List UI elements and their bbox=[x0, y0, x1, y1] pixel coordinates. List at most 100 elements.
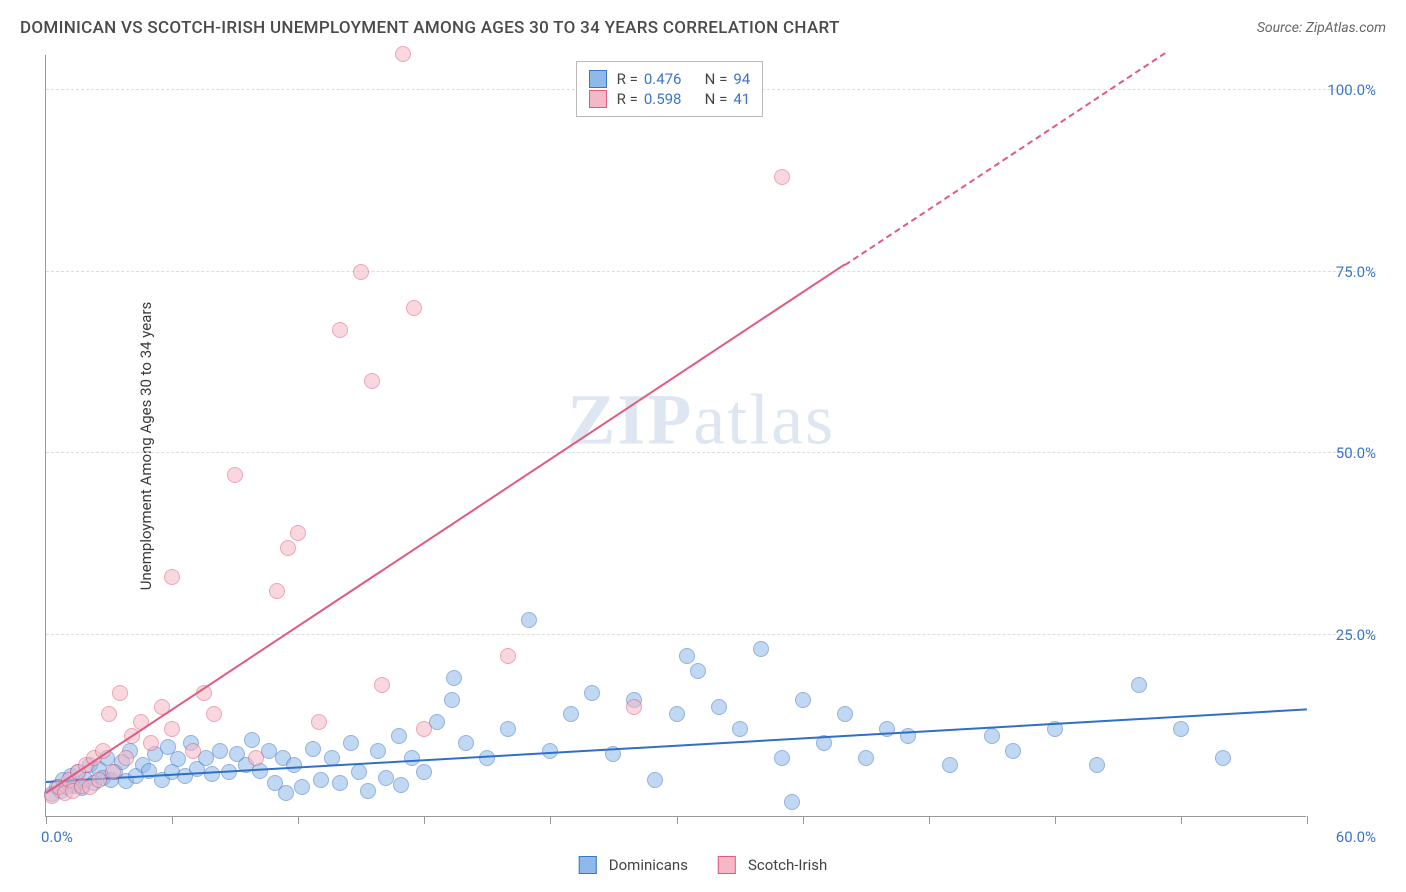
legend-item-dominicans: Dominicans bbox=[579, 856, 688, 874]
data-point bbox=[395, 46, 411, 62]
data-point bbox=[647, 772, 663, 788]
scotch-irish-swatch bbox=[718, 856, 736, 874]
legend-swatch bbox=[589, 90, 607, 108]
dominicans-swatch bbox=[579, 856, 597, 874]
data-point bbox=[500, 721, 516, 737]
x-max-label: 60.0% bbox=[1336, 828, 1376, 846]
data-point bbox=[393, 777, 409, 793]
data-point bbox=[774, 169, 790, 185]
n-label: N = bbox=[705, 70, 728, 88]
x-tick bbox=[46, 816, 47, 824]
gridline bbox=[46, 271, 1376, 272]
data-point bbox=[391, 728, 407, 744]
data-point bbox=[244, 732, 260, 748]
legend-item-scotch-irish: Scotch-Irish bbox=[718, 856, 827, 874]
data-point bbox=[370, 743, 386, 759]
data-point bbox=[280, 540, 296, 556]
x-tick bbox=[1055, 816, 1056, 824]
x-tick bbox=[1181, 816, 1182, 824]
data-point bbox=[290, 525, 306, 541]
gridline bbox=[46, 634, 1376, 635]
x-tick bbox=[677, 816, 678, 824]
data-point bbox=[143, 735, 159, 751]
data-point bbox=[118, 750, 134, 766]
r-label: R = bbox=[617, 90, 638, 108]
correlation-legend: R = 0.476 N = 94R = 0.598 N = 41 bbox=[576, 61, 764, 117]
data-point bbox=[563, 706, 579, 722]
bottom-legend: Dominicans Scotch-Irish bbox=[579, 856, 827, 874]
r-label: R = bbox=[617, 70, 638, 88]
data-point bbox=[286, 757, 302, 773]
data-point bbox=[416, 764, 432, 780]
data-point bbox=[795, 692, 811, 708]
data-point bbox=[204, 766, 220, 782]
data-point bbox=[105, 764, 121, 780]
data-point bbox=[227, 467, 243, 483]
legend-row: R = 0.476 N = 94 bbox=[589, 70, 751, 88]
data-point bbox=[248, 750, 264, 766]
legend-swatch bbox=[589, 70, 607, 88]
data-point bbox=[446, 670, 462, 686]
data-point bbox=[305, 741, 321, 757]
y-tick-label: 25.0% bbox=[1316, 626, 1376, 644]
chart-title: DOMINICAN VS SCOTCH-IRISH UNEMPLOYMENT A… bbox=[20, 18, 840, 38]
data-point bbox=[584, 685, 600, 701]
data-point bbox=[112, 685, 128, 701]
y-tick-label: 100.0% bbox=[1316, 81, 1376, 99]
legend-label: Scotch-Irish bbox=[748, 856, 827, 874]
data-point bbox=[626, 699, 642, 715]
data-point bbox=[444, 692, 460, 708]
data-point bbox=[1089, 757, 1105, 773]
r-value: 0.598 bbox=[644, 90, 682, 108]
x-tick bbox=[172, 816, 173, 824]
data-point bbox=[164, 721, 180, 737]
data-point bbox=[784, 794, 800, 810]
data-point bbox=[332, 775, 348, 791]
data-point bbox=[858, 750, 874, 766]
legend-row: R = 0.598 N = 41 bbox=[589, 90, 751, 108]
x-tick bbox=[424, 816, 425, 824]
data-point bbox=[294, 779, 310, 795]
data-point bbox=[353, 264, 369, 280]
data-point bbox=[942, 757, 958, 773]
scatter-chart: ZIPatlas 25.0%50.0%75.0%100.0%0.0%60.0%R… bbox=[45, 55, 1306, 817]
data-point bbox=[332, 322, 348, 338]
x-tick bbox=[929, 816, 930, 824]
x-tick bbox=[1307, 816, 1308, 824]
data-point bbox=[164, 569, 180, 585]
data-point bbox=[343, 735, 359, 751]
data-point bbox=[753, 641, 769, 657]
x-min-label: 0.0% bbox=[41, 828, 73, 846]
data-point bbox=[669, 706, 685, 722]
x-tick bbox=[803, 816, 804, 824]
data-point bbox=[206, 706, 222, 722]
data-point bbox=[101, 706, 117, 722]
data-point bbox=[774, 750, 790, 766]
data-point bbox=[364, 373, 380, 389]
data-point bbox=[313, 772, 329, 788]
data-point bbox=[374, 677, 390, 693]
data-point bbox=[732, 721, 748, 737]
data-point bbox=[711, 699, 727, 715]
trend-line bbox=[45, 264, 845, 794]
data-point bbox=[837, 706, 853, 722]
data-point bbox=[984, 728, 1000, 744]
data-point bbox=[212, 743, 228, 759]
y-tick-label: 75.0% bbox=[1316, 263, 1376, 281]
data-point bbox=[185, 743, 201, 759]
y-tick-label: 50.0% bbox=[1316, 444, 1376, 462]
data-point bbox=[521, 612, 537, 628]
data-point bbox=[1215, 750, 1231, 766]
source-attribution: Source: ZipAtlas.com bbox=[1257, 20, 1386, 36]
x-tick bbox=[298, 816, 299, 824]
data-point bbox=[406, 300, 422, 316]
data-point bbox=[404, 750, 420, 766]
gridline bbox=[46, 452, 1376, 453]
data-point bbox=[351, 764, 367, 780]
data-point bbox=[458, 735, 474, 751]
data-point bbox=[91, 772, 107, 788]
data-point bbox=[1173, 721, 1189, 737]
legend-label: Dominicans bbox=[609, 856, 688, 874]
n-value: 41 bbox=[733, 90, 750, 108]
n-value: 94 bbox=[733, 70, 750, 88]
